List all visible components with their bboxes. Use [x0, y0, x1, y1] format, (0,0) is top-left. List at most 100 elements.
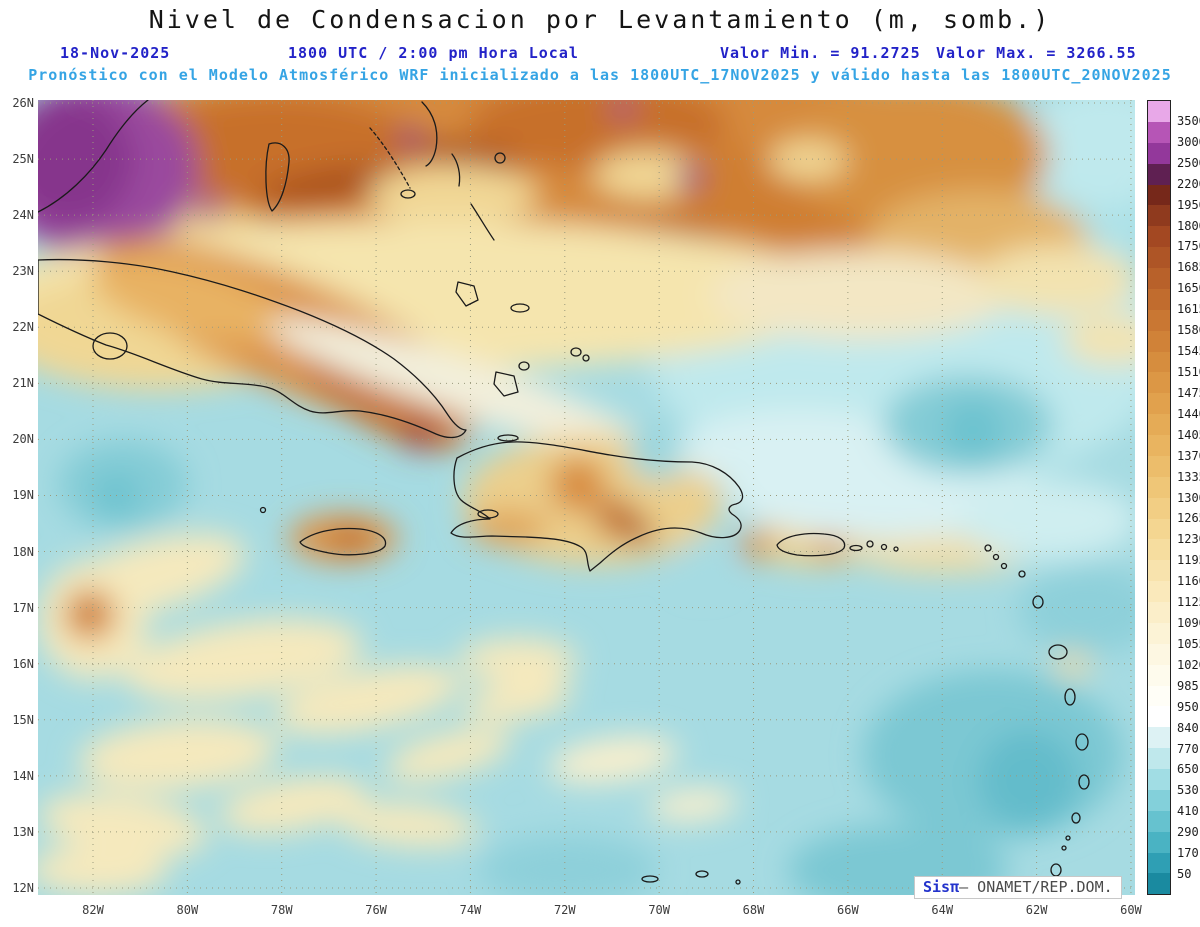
- coast-florida: [38, 100, 149, 213]
- lon-label: 60W: [1120, 903, 1142, 917]
- lat-label: 25N: [12, 152, 34, 167]
- coast-st-lucia: [1078, 774, 1090, 790]
- lat-label: 20N: [12, 432, 34, 447]
- lat-label: 18N: [12, 544, 34, 559]
- lat-label: 19N: [12, 488, 34, 503]
- lat-label: 24N: [12, 208, 34, 223]
- colorbar-segment: [1148, 497, 1170, 519]
- colorbar-label: 1160: [1177, 574, 1200, 589]
- colorbar-segment: [1148, 727, 1170, 749]
- colorbar-segment: [1148, 142, 1170, 164]
- onamet-label: – ONAMET/REP.DOM.: [959, 878, 1113, 896]
- sispi-logo: Sisπ: [923, 878, 960, 896]
- coast-grenadines-2: [1061, 845, 1067, 851]
- lat-label: 15N: [12, 712, 34, 727]
- colorbar-segment: [1148, 268, 1170, 289]
- grid-layer: [38, 100, 1135, 895]
- colorbar-segment: [1148, 518, 1170, 540]
- coast-los-roques: [641, 875, 659, 883]
- coast-cayman: [259, 506, 267, 514]
- colorbar-label: 2500: [1177, 155, 1200, 170]
- colorbar-segment: [1148, 435, 1170, 456]
- coast-virgin-islands-2: [880, 543, 888, 551]
- coast-aves: [735, 879, 741, 885]
- lat-label: 23N: [12, 264, 34, 279]
- colorbar-segment: [1148, 581, 1170, 602]
- coast-virgin-islands: [866, 540, 874, 548]
- colorbar-segment: [1148, 414, 1170, 435]
- colorbar-label: 530: [1177, 783, 1199, 798]
- colorbar-label: 1650: [1177, 281, 1200, 296]
- lat-label: 21N: [12, 376, 34, 391]
- colorbar-label: 1615: [1177, 302, 1200, 317]
- coast-tortuga: [497, 434, 519, 442]
- coast-little-inagua: [518, 361, 530, 371]
- lon-label: 62W: [1025, 903, 1048, 917]
- coast-virgin-islands-3: [893, 546, 899, 552]
- max-value-label: Valor Max. = 3266.55: [936, 44, 1137, 62]
- colorbar-segment: [1148, 247, 1170, 268]
- colorbar-segment: [1148, 560, 1170, 582]
- colorbar-segment: [1148, 706, 1170, 728]
- colorbar-segment: [1148, 810, 1170, 832]
- colorbar-label: 1405: [1177, 427, 1200, 442]
- coast-cuba: [38, 258, 467, 439]
- colorbar-label: 1230: [1177, 532, 1200, 547]
- coast-st-vincent: [1071, 812, 1081, 824]
- colorbar-label: 1440: [1177, 406, 1200, 421]
- lon-label: 78W: [270, 903, 293, 917]
- coast-st-martin: [992, 553, 1000, 561]
- colorbar-segment: [1148, 602, 1170, 623]
- colorbar-label: 1510: [1177, 364, 1200, 379]
- colorbar-label: 1580: [1177, 323, 1200, 338]
- lon-label: 76W: [365, 903, 387, 917]
- colorbar-segment: [1148, 664, 1170, 686]
- colorbar-label: 1685: [1177, 260, 1200, 275]
- colorbar-segment: [1148, 455, 1170, 477]
- colorbar-segment: [1148, 205, 1170, 227]
- lat-label: 12N: [12, 880, 34, 895]
- colorbar-segment: [1148, 539, 1170, 561]
- coast-gonave: [477, 509, 499, 519]
- coast-turks: [570, 347, 582, 357]
- coast-cat-island: [451, 153, 461, 187]
- coast-great-exuma: [400, 189, 416, 199]
- lat-label: 22N: [12, 320, 34, 335]
- colorbar-segment: [1148, 309, 1170, 331]
- lat-label: 16N: [12, 656, 34, 671]
- colorbar-label: 1750: [1177, 239, 1200, 254]
- colorbar-label: 1545: [1177, 344, 1200, 359]
- colorbar-label: 1090: [1177, 616, 1200, 631]
- coast-acklins: [455, 281, 479, 307]
- colorbar-label: 1020: [1177, 657, 1200, 672]
- coastlines: [38, 100, 1090, 885]
- colorbar-label: 840: [1177, 720, 1199, 735]
- colorbar-segment: [1148, 789, 1170, 811]
- colorbar-label: 290: [1177, 825, 1199, 840]
- colorbar-segment: [1148, 372, 1170, 394]
- colorbar-label: 3000: [1177, 134, 1200, 149]
- coast-vieques: [849, 544, 863, 552]
- coast-martinique: [1075, 733, 1089, 751]
- coast-dominica: [1064, 688, 1076, 706]
- map-canvas: [38, 100, 1135, 895]
- coast-antigua: [1032, 595, 1044, 609]
- colorbar-segment: [1148, 643, 1170, 665]
- colorbar-label: 50: [1177, 867, 1192, 882]
- colorbar-label: 170: [1177, 846, 1199, 861]
- coast-st-barth: [1000, 562, 1008, 570]
- lon-label: 80W: [176, 903, 199, 917]
- coast-bonaire: [695, 870, 709, 878]
- lon-label: 72W: [553, 903, 576, 917]
- coast-exuma-chain: [369, 127, 411, 189]
- colorbar-segment: [1148, 101, 1170, 122]
- colorbar-segment: [1148, 748, 1170, 769]
- lon-label: 82W: [82, 903, 104, 917]
- lon-label: 68W: [742, 903, 765, 917]
- colorbar-label: 985: [1177, 678, 1199, 693]
- colorbar-label: 3500: [1177, 113, 1200, 128]
- colorbar-segment: [1148, 121, 1170, 143]
- valid-time-label: 1800 UTC / 2:00 pm Hora Local: [288, 44, 579, 62]
- lat-label: 26N: [12, 96, 34, 110]
- lcl-field-blobs: [38, 100, 1135, 895]
